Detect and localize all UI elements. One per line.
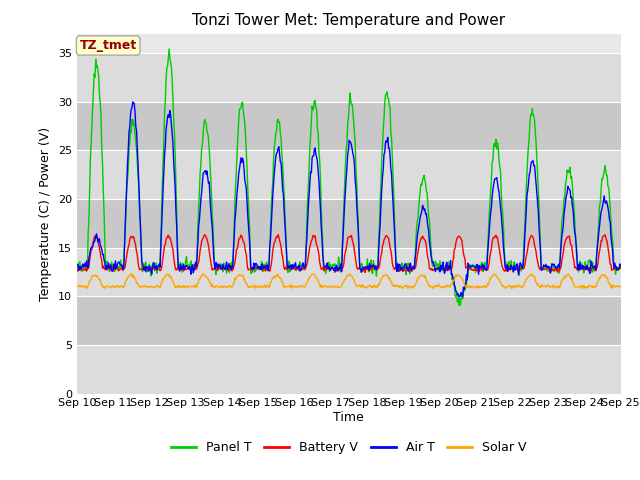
Legend: Panel T, Battery V, Air T, Solar V: Panel T, Battery V, Air T, Solar V	[166, 436, 531, 459]
Solar V	[194, 281, 202, 287]
Battery V	[361, 270, 369, 276]
Solar V	[139, 283, 147, 289]
Bar	[77, 248, 621, 296]
Battery V	[139, 267, 147, 273]
Panel T	[416, 195, 424, 201]
Panel T	[165, 46, 173, 52]
Air T	[455, 294, 463, 300]
Solar V	[73, 283, 81, 289]
Solar V	[199, 271, 207, 276]
Air T	[617, 263, 625, 269]
Battery V	[431, 268, 439, 274]
Bar	[77, 53, 621, 102]
Title: Tonzi Tower Met: Temperature and Power: Tonzi Tower Met: Temperature and Power	[192, 13, 506, 28]
Battery V	[617, 265, 625, 271]
Panel T	[223, 263, 231, 269]
Solar V	[83, 285, 90, 291]
Air T	[140, 265, 147, 271]
Text: TZ_tmet: TZ_tmet	[79, 39, 137, 52]
X-axis label: Time: Time	[333, 411, 364, 424]
Bar	[77, 199, 621, 248]
Air T	[223, 267, 231, 273]
Line: Panel T: Panel T	[77, 49, 621, 306]
Line: Battery V: Battery V	[77, 235, 621, 273]
Panel T	[83, 264, 90, 269]
Battery V	[223, 267, 230, 273]
Solar V	[579, 286, 586, 291]
Bar	[77, 102, 621, 150]
Panel T	[431, 258, 439, 264]
Battery V	[83, 268, 90, 274]
Air T	[416, 218, 424, 224]
Solar V	[223, 285, 231, 290]
Solar V	[416, 273, 424, 279]
Battery V	[416, 240, 424, 246]
Air T	[431, 269, 439, 275]
Line: Solar V: Solar V	[77, 274, 621, 288]
Panel T	[455, 303, 463, 309]
Panel T	[73, 268, 81, 274]
Air T	[129, 99, 136, 105]
Bar	[77, 150, 621, 199]
Panel T	[617, 265, 625, 271]
Air T	[73, 263, 81, 268]
Panel T	[139, 269, 147, 275]
Line: Air T: Air T	[77, 102, 621, 297]
Panel T	[195, 206, 202, 212]
Bar	[77, 296, 621, 345]
Solar V	[617, 284, 625, 289]
Y-axis label: Temperature (C) / Power (V): Temperature (C) / Power (V)	[39, 127, 52, 300]
Battery V	[194, 261, 202, 267]
Bar	[77, 345, 621, 394]
Air T	[195, 224, 202, 229]
Solar V	[431, 282, 439, 288]
Air T	[83, 258, 90, 264]
Battery V	[601, 232, 609, 238]
Battery V	[73, 266, 81, 272]
